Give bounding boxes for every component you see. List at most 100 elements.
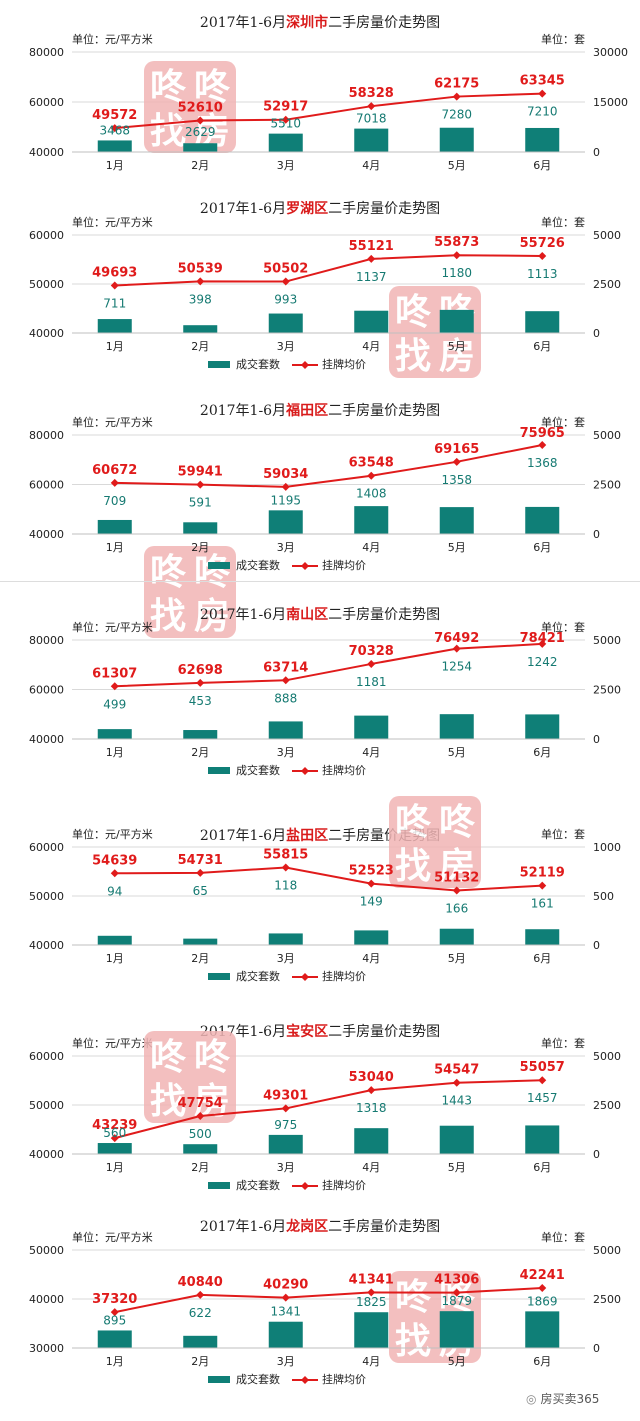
price-label: 62175 <box>434 77 479 92</box>
chart-title-highlight: 盐田区 <box>286 827 328 844</box>
price-marker <box>538 440 547 449</box>
watermark-char: 咚 <box>150 67 187 108</box>
volume-bar <box>183 325 218 333</box>
price-label: 55815 <box>263 848 308 863</box>
category-label: 5月 <box>448 952 466 965</box>
left-axis-unit: 单位：元/平方米 <box>72 1036 153 1050</box>
watermark: 咚咚找房 <box>389 796 481 888</box>
section-divider <box>0 581 640 582</box>
left-tick-label: 40000 <box>29 528 64 541</box>
volume-label: 591 <box>189 496 212 510</box>
right-tick-label: 5000 <box>593 1244 621 1257</box>
left-tick-label: 50000 <box>29 890 64 903</box>
watermark-char: 咚 <box>194 552 231 593</box>
credit-text: 房买卖365 <box>540 1392 600 1406</box>
category-label: 6月 <box>533 746 551 759</box>
chart-title-prefix: 2017年1-6月 <box>200 403 286 419</box>
volume-bar <box>97 729 132 739</box>
watermark-char: 找 <box>395 846 431 887</box>
chart-title-prefix: 2017年1-6月 <box>200 828 286 844</box>
volume-bar <box>268 933 303 945</box>
price-marker <box>110 1134 119 1143</box>
watermark-char: 找 <box>395 1321 431 1362</box>
price-marker <box>196 868 205 877</box>
volume-label: 500 <box>189 1127 212 1141</box>
chart-title: 2017年1-6月罗湖区二手房量价走势图 <box>200 201 440 217</box>
left-tick-label: 40000 <box>29 146 64 159</box>
volume-bar <box>354 1128 389 1154</box>
price-marker <box>196 1290 205 1299</box>
left-axis-unit: 单位：元/平方米 <box>72 1230 153 1244</box>
price-marker <box>367 1288 376 1297</box>
category-label: 1月 <box>106 159 124 172</box>
volume-bar <box>439 928 474 945</box>
right-axis-unit: 单位：套 <box>541 215 585 229</box>
legend-line-label: 挂牌均价 <box>322 1372 366 1386</box>
right-axis-unit: 单位：套 <box>541 415 585 429</box>
right-tick-label: 0 <box>593 327 600 340</box>
price-line <box>114 642 543 688</box>
volume-bar <box>525 311 560 333</box>
watermark-char: 咚 <box>439 1277 476 1318</box>
volume-label: 1242 <box>527 655 558 669</box>
category-label: 1月 <box>106 1161 124 1174</box>
price-line <box>114 254 543 287</box>
left-axis-unit: 单位：元/平方米 <box>72 32 153 46</box>
volume-bar <box>525 506 560 534</box>
price-marker <box>281 277 290 286</box>
price-label: 54547 <box>434 1063 479 1078</box>
price-marker <box>196 1112 205 1121</box>
left-axis-unit: 单位：元/平方米 <box>72 827 153 841</box>
category-label: 1月 <box>106 952 124 965</box>
chart-title: 2017年1-6月龙岗区二手房量价走势图 <box>200 1218 440 1235</box>
price-label: 63548 <box>349 456 394 471</box>
price-label: 52119 <box>520 866 565 881</box>
price-label: 49301 <box>263 1088 308 1103</box>
volume-bar <box>439 1125 474 1154</box>
price-label: 37320 <box>92 1292 137 1307</box>
right-axis-unit: 单位：套 <box>541 620 585 634</box>
volume-label: 1408 <box>356 487 387 501</box>
price-label: 55726 <box>520 236 565 251</box>
volume-label: 398 <box>189 292 212 306</box>
legend-line-marker <box>301 767 309 775</box>
right-tick-label: 5000 <box>593 634 621 647</box>
chart-title-prefix: 2017年1-6月 <box>200 607 286 623</box>
price-marker <box>196 678 205 687</box>
category-label: 2月 <box>191 952 209 965</box>
category-label: 2月 <box>191 159 209 172</box>
price-marker <box>538 639 547 648</box>
volume-bar <box>439 309 474 333</box>
volume-bar <box>268 721 303 739</box>
category-label: 6月 <box>533 340 551 353</box>
legend-line-marker <box>301 361 309 369</box>
volume-label: 975 <box>274 1118 297 1132</box>
price-label: 40290 <box>263 1278 308 1293</box>
price-label: 75965 <box>520 426 565 441</box>
volume-label: 1358 <box>441 473 472 487</box>
watermark-char: 找 <box>395 336 431 377</box>
price-line <box>114 1287 543 1314</box>
watermark-box <box>144 61 236 153</box>
category-label: 6月 <box>533 541 551 554</box>
price-label: 40840 <box>178 1275 223 1290</box>
category-label: 1月 <box>106 746 124 759</box>
price-label: 69165 <box>434 442 479 457</box>
right-tick-label: 0 <box>593 1342 600 1355</box>
price-marker <box>110 1308 119 1317</box>
volume-bar <box>439 1311 474 1348</box>
watermark-box <box>389 796 481 888</box>
category-label: 4月 <box>362 1161 380 1174</box>
category-label: 2月 <box>191 541 209 554</box>
volume-bar <box>268 1321 303 1348</box>
price-label: 59941 <box>178 465 223 480</box>
volume-label: 1113 <box>527 267 558 281</box>
legend-line-marker <box>301 562 309 570</box>
volume-bar <box>525 929 560 945</box>
left-tick-label: 40000 <box>29 1148 64 1161</box>
right-tick-label: 2500 <box>593 684 621 697</box>
price-label: 54639 <box>92 853 137 868</box>
price-line <box>114 1079 543 1140</box>
right-tick-label: 0 <box>593 939 600 952</box>
